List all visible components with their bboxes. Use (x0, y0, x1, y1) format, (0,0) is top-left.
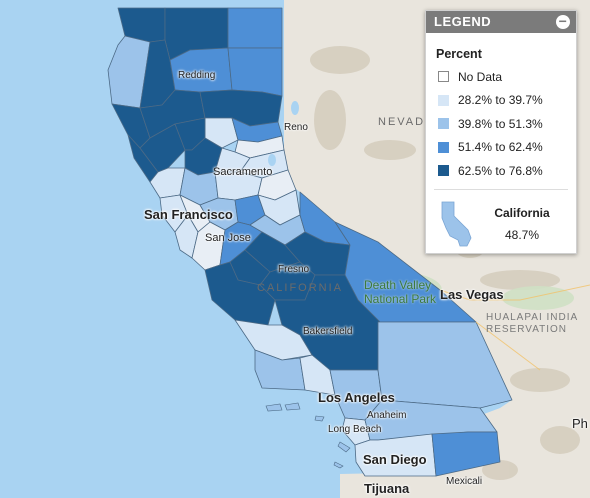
legend-item-label: 62.5% to 76.8% (458, 163, 543, 178)
legend-header: LEGEND − (426, 11, 576, 33)
legend-swatch (438, 165, 449, 177)
legend-swatch (438, 118, 449, 130)
minus-circle-icon[interactable]: − (556, 14, 570, 29)
map-label-anaheim: Anaheim (367, 410, 407, 421)
county[interactable] (227, 47, 283, 97)
legend-item: No Data (438, 65, 576, 89)
legend-state-value: 48.7% (504, 227, 540, 242)
legend-item: 28.2% to 39.7% (438, 89, 576, 113)
map-label-california: CALIFORNIA (257, 282, 344, 294)
map-label-redding: Redding (178, 70, 216, 81)
map-label-phoenix: Ph (572, 416, 588, 431)
map-label-mexicali: Mexicali (446, 476, 483, 487)
legend-item: 51.4% to 62.4% (438, 136, 576, 160)
map-label-los-angeles: Los Angeles (318, 390, 395, 405)
map-label-san-francisco: San Francisco (144, 207, 233, 222)
legend-item-label: 51.4% to 62.4% (458, 140, 543, 155)
legend-subtitle: Percent (436, 47, 482, 61)
county[interactable] (227, 7, 283, 49)
map-label-long-beach: Long Beach (328, 424, 382, 435)
legend-items: No Data 28.2% to 39.7% 39.8% to 51.3% 51.4%… (426, 65, 576, 183)
california-shape-icon (441, 201, 472, 246)
legend-item: 62.5% to 76.8% (438, 159, 576, 183)
map-label-death-valley: Death Valley National Park (364, 278, 437, 306)
legend-swatch (438, 94, 449, 106)
map-label-fresno: Fresno (278, 264, 310, 275)
map-label-reno: Reno (284, 122, 308, 133)
legend-item: 39.8% to 51.3% (438, 112, 576, 136)
map-label-san-jose: San Jose (205, 232, 251, 244)
highways (439, 284, 590, 371)
california-counties[interactable] (107, 7, 513, 477)
map-label-san-diego: San Diego (363, 452, 427, 467)
legend-swatch (438, 71, 449, 83)
map-label-las-vegas: Las Vegas (440, 287, 504, 302)
legend-item-label: 39.8% to 51.3% (458, 116, 543, 131)
legend-divider (434, 188, 568, 190)
map-label-nevada: NEVADA (378, 116, 435, 128)
legend-state-name: California (494, 205, 550, 220)
county[interactable] (204, 261, 276, 326)
map-label-tijuana: Tijuana (364, 481, 410, 496)
map-label-bakersfield: Bakersfield (303, 326, 353, 337)
map-label-sacramento: Sacramento (213, 166, 273, 178)
legend-panel: LEGEND − Percent No Data 28.2% to 39.7% 39… (425, 10, 577, 254)
legend-state-summary: California 48.7% (438, 200, 576, 248)
channel-islands (265, 402, 351, 469)
legend-swatch (438, 141, 449, 153)
legend-item-label: 28.2% to 39.7% (458, 93, 543, 108)
legend-item-label: No Data (458, 69, 503, 84)
mexico-land (340, 472, 440, 498)
county[interactable] (431, 431, 501, 477)
legend-title: LEGEND (434, 14, 492, 29)
map-label-hualapai: HUALAPAI INDIA RESERVATION (486, 312, 579, 335)
